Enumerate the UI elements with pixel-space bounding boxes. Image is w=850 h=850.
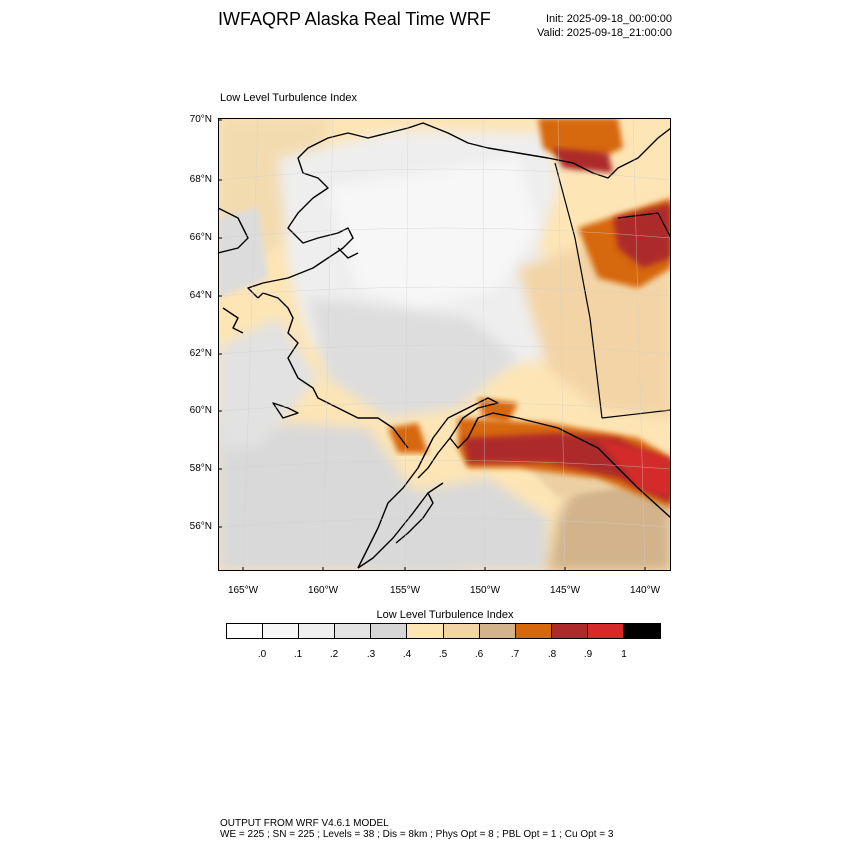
colorbar-swatch-11 [624, 624, 661, 638]
colorbar-swatch-2 [299, 624, 336, 638]
colorbar-label-8: .8 [547, 649, 557, 660]
lon-label-140w: 140°W [629, 585, 661, 596]
lat-label-68n: 68°N [189, 174, 212, 185]
lat-label-60n: 60°N [189, 405, 212, 416]
lat-label-70n: 70°N [189, 114, 212, 125]
lat-label-66n: 66°N [189, 232, 212, 243]
colorbar-swatch-4 [371, 624, 408, 638]
colorbar [226, 623, 662, 639]
init-time: Init: 2025-09-18_00:00:00 [546, 13, 672, 25]
lon-label-145w: 145°W [549, 585, 581, 596]
lon-label-165w: 165°W [227, 585, 259, 596]
turbulence-map [218, 118, 671, 571]
colorbar-swatch-7 [479, 624, 516, 638]
colorbar-swatch-1 [263, 624, 300, 638]
footer-model-line: OUTPUT FROM WRF V4.6.1 MODEL [220, 818, 389, 829]
colorbar-label-2: .2 [329, 649, 339, 660]
colorbar-label-1: .1 [293, 649, 303, 660]
colorbar-title: Low Level Turbulence Index [376, 609, 514, 621]
colorbar-label-3: .3 [366, 649, 376, 660]
boundary-lines [554, 162, 671, 419]
coastline [218, 122, 671, 569]
map-title: Low Level Turbulence Index [220, 92, 357, 104]
valid-time: Valid: 2025-09-18_21:00:00 [537, 27, 672, 39]
colorbar-label-4: .4 [402, 649, 412, 660]
lon-label-155w: 155°W [389, 585, 421, 596]
lat-label-62n: 62°N [189, 348, 212, 359]
colorbar-swatch-3 [335, 624, 372, 638]
graticule [218, 118, 671, 571]
colorbar-label-9: .9 [583, 649, 593, 660]
lon-label-160w: 160°W [307, 585, 339, 596]
footer-config-line: WE = 225 ; SN = 225 ; Levels = 38 ; Dis … [220, 829, 614, 840]
lat-label-58n: 58°N [189, 463, 212, 474]
colorbar-swatch-9 [551, 624, 588, 638]
colorbar-swatch-5 [407, 624, 444, 638]
lon-label-150w: 150°W [469, 585, 501, 596]
colorbar-label-6: .6 [474, 649, 484, 660]
page-title: IWFAQRP Alaska Real Time WRF [218, 9, 491, 29]
lat-label-56n: 56°N [189, 521, 212, 532]
colorbar-swatch-0 [227, 624, 264, 638]
axis-ticks [218, 119, 646, 571]
colorbar-label-5: .5 [438, 649, 448, 660]
colorbar-label-7: .7 [510, 649, 520, 660]
colorbar-swatch-6 [443, 624, 480, 638]
colorbar-label-0: .0 [257, 649, 267, 660]
lat-label-64n: 64°N [189, 290, 212, 301]
colorbar-swatch-10 [587, 624, 625, 638]
colorbar-swatch-8 [515, 624, 552, 638]
colorbar-label-10: 1 [621, 649, 627, 660]
